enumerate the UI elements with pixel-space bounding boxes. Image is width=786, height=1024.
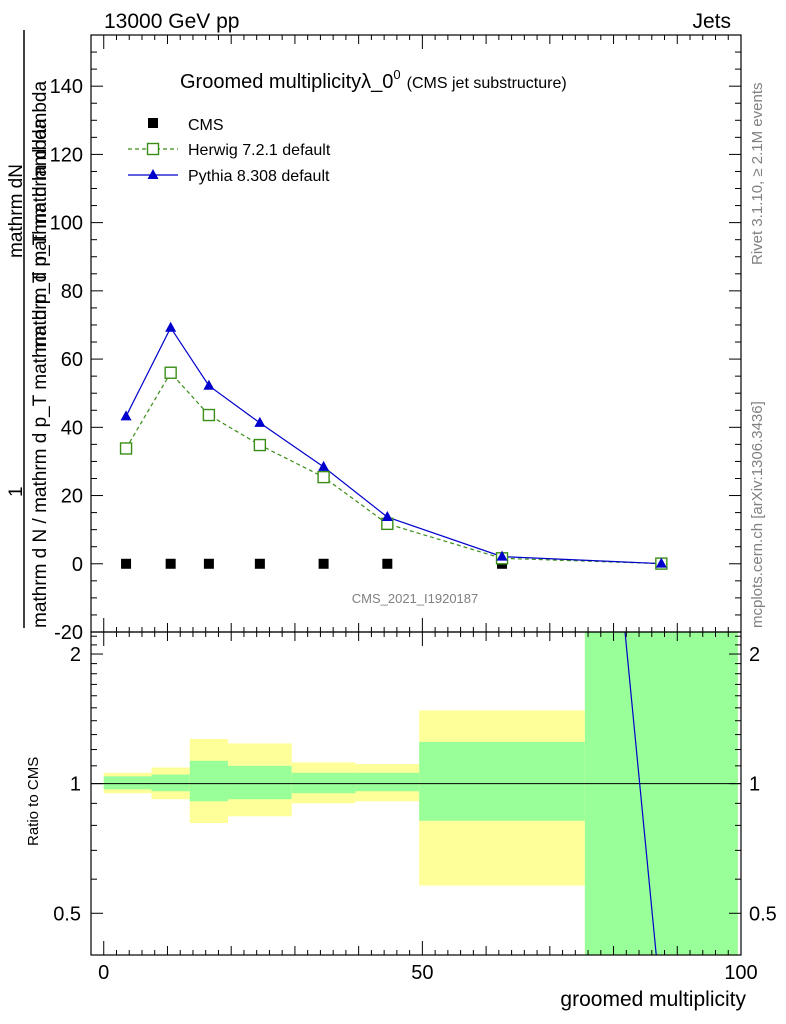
title-main: Groomed multiplicity: [180, 71, 361, 93]
ylabel-numerator: mathrm dN: [6, 164, 27, 258]
pythia-point-4: [318, 460, 330, 471]
legend-cms-marker: [148, 118, 158, 128]
ratio-band-green-3: [228, 765, 292, 800]
ratio-ytick-label-left-2: 2: [70, 644, 81, 666]
herwig-point-3: [253, 438, 267, 452]
legend-pythia-label: Pythia 8.308 default: [188, 168, 330, 185]
legend-herwig-label: Herwig 7.2.1 default: [188, 142, 331, 159]
ratio-band-green-5: [355, 772, 420, 792]
main-ytick-label-140: 140: [50, 76, 83, 98]
herwig-point-1: [164, 366, 177, 379]
ratio-ytick-label-right-2: 2: [749, 644, 760, 666]
pythia-point-6: [496, 550, 508, 561]
ratio-ylabel: Ratio to CMS: [25, 757, 42, 846]
pythia-point-5: [381, 511, 393, 522]
main-ytick-label-40: 40: [61, 417, 83, 439]
ylabel-frac-one: 1: [6, 486, 27, 497]
main-ytick-label-0: 0: [72, 554, 83, 576]
main-ytick-label-80: 80: [61, 281, 83, 303]
pythia-point-2: [203, 379, 215, 390]
pythia-series-line: [125, 326, 662, 565]
ratio-ytick-label-right-0.5: 0.5: [749, 903, 777, 925]
title-lambda: λ_0: [361, 71, 393, 93]
x-axis-label: groomed multiplicity: [560, 988, 746, 1011]
ratio-pythia-line: [624, 631, 657, 956]
rivet-label: Rivet 3.1.10, ≥ 2.1M events: [749, 83, 766, 266]
ylabel-denom-top: mathrm d p_T mathrm d lambda: [30, 81, 51, 352]
title-sup: 0: [393, 67, 400, 82]
ratio-band-green-7: [584, 632, 738, 955]
pythia-point-7: [655, 557, 667, 568]
main-ytick-label-100: 100: [50, 213, 83, 235]
ratio-band-green-2: [189, 760, 229, 802]
herwig-point-4: [317, 470, 330, 484]
pythia-point-3: [254, 416, 266, 427]
xtick-label-50: 50: [411, 962, 433, 984]
herwig-point-2: [202, 408, 216, 422]
process-label: Jets: [692, 10, 731, 33]
cms-point-5: [382, 558, 393, 569]
mcplots-label: mcplots.cern.ch [arXiv:1306.3436]: [749, 401, 766, 628]
legend-herwig-marker: [146, 142, 160, 156]
ratio-ytick-label-right-1: 1: [749, 774, 760, 796]
ratio-band-green-4: [291, 772, 356, 794]
main-ytick-label-120: 120: [50, 144, 83, 166]
ratio-ytick-label-left-0.5: 0.5: [53, 903, 81, 925]
main-ytick-label-60: 60: [61, 349, 83, 371]
main-ylabel: mathrm dN 1 mathrm d p_T mathrm d lambda…: [6, 30, 51, 628]
cms-point-2: [203, 558, 214, 569]
main-ytick-label--20: -20: [54, 622, 83, 644]
pythia-point-0: [120, 410, 132, 421]
ratio-plot-frame: [90, 631, 742, 956]
ratio-ytick-label-left-1: 1: [70, 774, 81, 796]
legend-cms-label: CMS: [188, 117, 224, 134]
legend-pythia-marker: [147, 169, 159, 179]
legend: CMS Herwig 7.2.1 default Pythia 8.308 de…: [128, 117, 331, 185]
xtick-label-0: 0: [98, 962, 109, 984]
ylabel-denom-bottom: mathrm d N / mathrm d p_T mathrm d p_T m…: [30, 118, 51, 628]
main-ytick-label-20: 20: [61, 486, 83, 508]
xtick-label-100: 100: [724, 962, 757, 984]
plot-title: Groomed multiplicityλ_00 (CMS jet substru…: [180, 67, 567, 93]
ratio-band-green-6: [419, 741, 585, 821]
ratio-band-green-0: [103, 776, 152, 790]
energy-label: 13000 GeV pp: [104, 10, 239, 33]
pythia-point-1: [165, 321, 177, 332]
analysis-watermark: CMS_2021_I1920187: [352, 591, 479, 606]
title-sub: (CMS jet substructure): [407, 75, 567, 92]
cms-point-0: [121, 558, 132, 569]
cms-point-1: [165, 558, 176, 569]
herwig-point-0: [119, 442, 133, 455]
cms-point-3: [254, 558, 265, 569]
herwig-series-line: [125, 371, 662, 565]
ratio-band-green-1: [151, 774, 190, 792]
cms-point-4: [318, 558, 329, 569]
